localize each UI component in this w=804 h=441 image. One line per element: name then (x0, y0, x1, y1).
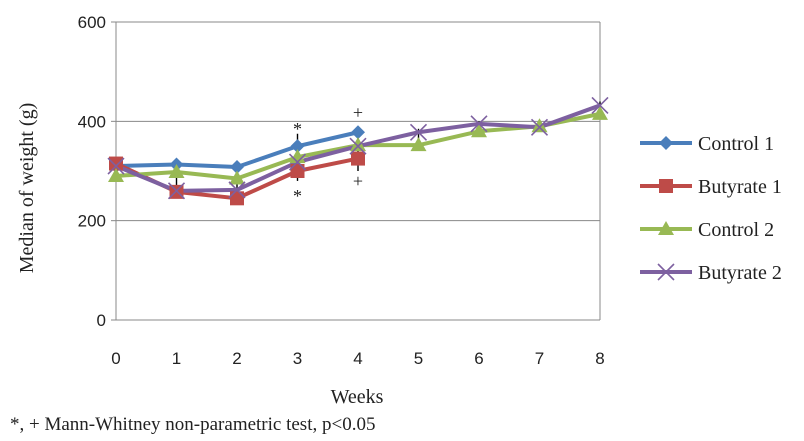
data-point (107, 157, 125, 175)
data-point (530, 118, 549, 136)
data-point (168, 163, 185, 178)
data-point (659, 136, 673, 150)
significance-mark: * (293, 119, 302, 139)
x-tick-label: 8 (595, 349, 604, 368)
x-tick-label: 2 (232, 349, 241, 368)
footnote: *, + Mann-Whitney non-parametric test, p… (10, 414, 376, 435)
significance-mark: * (293, 186, 302, 206)
legend-label: Butyrate 1 (698, 176, 782, 198)
legend: Control 1 Butyrate 1 Control 2 Butyrate 2 (640, 133, 782, 284)
legend-label: Control 1 (698, 133, 774, 155)
legend-label: Control 2 (698, 219, 774, 241)
data-point (229, 170, 245, 185)
legend-entry: Control 1 (640, 133, 774, 155)
data-point (409, 123, 428, 141)
series-group (107, 96, 609, 206)
data-point (289, 149, 306, 164)
data-point (230, 191, 244, 206)
data-point (351, 125, 365, 140)
legend-entry: Butyrate 2 (640, 262, 782, 284)
y-tick-label: 400 (78, 112, 106, 131)
legend-label: Butyrate 2 (698, 262, 782, 284)
data-point (167, 182, 186, 200)
data-point (288, 153, 307, 171)
data-point (290, 139, 305, 154)
legend-entry: Butyrate 1 (640, 176, 782, 198)
data-point (228, 181, 246, 199)
tick-labels: 0 200 400 600 0 1 2 3 4 5 6 7 8 (78, 13, 605, 368)
x-axis-title: Weeks (331, 386, 384, 408)
x-tick-label: 7 (535, 349, 544, 368)
data-point (410, 137, 427, 152)
significance-mark: + (353, 171, 363, 191)
significance-mark: + (353, 102, 363, 122)
data-point (658, 221, 674, 235)
data-point (591, 96, 609, 115)
x-tick-label: 5 (414, 349, 423, 368)
data-point (471, 123, 487, 138)
x-tick-label: 1 (172, 349, 181, 368)
y-tick-label: 0 (97, 311, 106, 330)
x-tick-label: 3 (293, 349, 302, 368)
legend-entry: Control 2 (640, 219, 774, 241)
data-point (109, 156, 123, 171)
data-point (108, 167, 124, 182)
data-point (657, 263, 675, 281)
data-point (230, 160, 244, 175)
data-point (350, 137, 366, 152)
y-axis-title: Median of weight (g) (16, 103, 38, 274)
data-point (592, 105, 608, 120)
data-point (290, 164, 305, 178)
data-point (470, 115, 488, 133)
annotations: * * + + (293, 102, 363, 205)
x-tick-label: 6 (474, 349, 483, 368)
data-point (531, 118, 548, 133)
x-tick-label: 0 (111, 349, 120, 368)
data-point (349, 137, 367, 155)
y-tick-label: 200 (78, 212, 106, 231)
data-point (659, 179, 673, 193)
x-tick-label: 4 (353, 349, 362, 368)
data-point (351, 151, 365, 166)
y-tick-label: 600 (78, 13, 106, 32)
